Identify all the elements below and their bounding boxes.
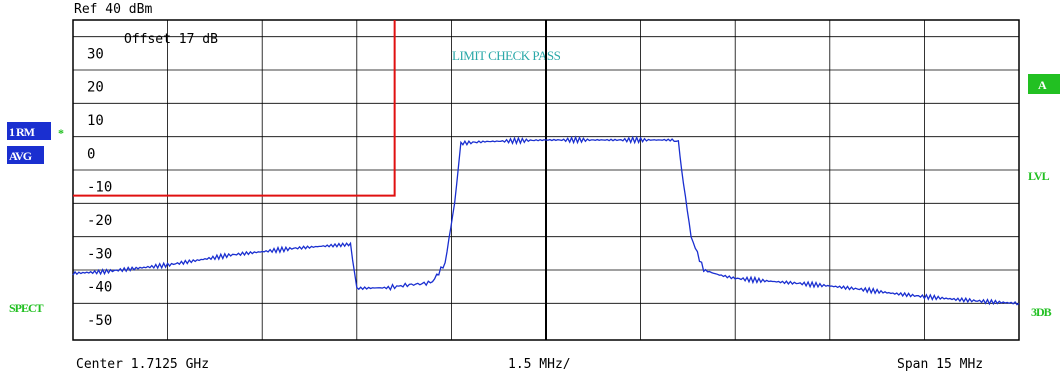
y-tick-label: -40 [87, 280, 112, 296]
chart-grid [72, 19, 1020, 341]
detector-badge [7, 146, 44, 164]
y-tick-label: -50 [87, 313, 112, 329]
center-frequency-label: Center 1.7125 GHz [76, 357, 209, 372]
trace-line [72, 135, 1020, 306]
ref-level-label: Ref 40 dBm [74, 2, 152, 17]
detector-label: AVG [9, 149, 32, 163]
bandwidth-label: 3DB [1031, 305, 1052, 319]
trace-a-label: A [1038, 78, 1047, 92]
trace-mode-badge [7, 122, 51, 140]
scale-per-division-label: 1.5 MHz/ [508, 357, 571, 372]
y-tick-label: -30 [87, 246, 112, 262]
span-label: Span 15 MHz [897, 357, 983, 372]
y-tick-label: -10 [87, 180, 112, 196]
offset-label: Offset 17 dB [124, 32, 218, 47]
measurement-label: SPECT [9, 301, 44, 315]
level-label: LVL [1028, 169, 1050, 183]
y-tick-label: 20 [87, 80, 104, 96]
y-tick-label: 0 [87, 146, 95, 162]
y-tick-label: 10 [87, 113, 104, 129]
trace-mode-label: 1 RM [9, 125, 35, 139]
y-tick-labels: 30 20 10 0 -10 -20 -30 -40 -50 [87, 46, 112, 329]
trace-a-badge [1028, 74, 1060, 94]
y-tick-label: -20 [87, 213, 112, 229]
limit-line [73, 20, 396, 197]
limit-check-status: LIMIT CHECK PASS [452, 48, 561, 63]
y-tick-label: 30 [87, 46, 104, 62]
trace-marker-star: * [58, 126, 64, 140]
